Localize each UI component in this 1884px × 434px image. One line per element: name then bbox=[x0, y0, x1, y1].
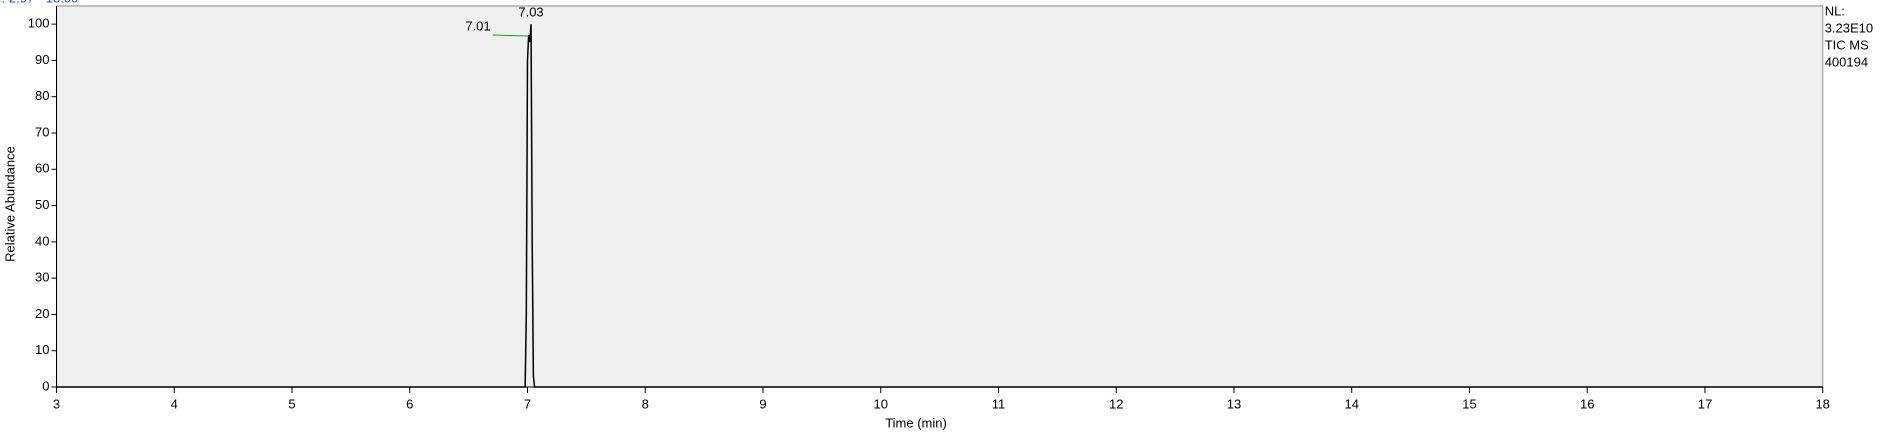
x-tick-label: 18 bbox=[1815, 396, 1829, 411]
peak-label: 7.01 bbox=[465, 18, 490, 33]
plot-area bbox=[56, 5, 1824, 388]
y-tick-label: 50 bbox=[35, 197, 49, 212]
trace bbox=[56, 24, 1823, 388]
x-tick-label: 13 bbox=[1227, 396, 1241, 411]
x-tick-label: 12 bbox=[1109, 396, 1123, 411]
x-tick-label: 10 bbox=[873, 396, 887, 411]
x-tick-label: 6 bbox=[406, 396, 413, 411]
y-tick-label: 20 bbox=[35, 306, 49, 321]
x-tick-label: 8 bbox=[642, 396, 649, 411]
x-axis-title: Time (min) bbox=[885, 415, 947, 430]
x-tick-label: 15 bbox=[1462, 396, 1476, 411]
info-line: NL: bbox=[1825, 3, 1845, 18]
y-tick-label: 10 bbox=[35, 342, 49, 357]
y-axis-title: Relative Abundance bbox=[2, 146, 17, 262]
y-tick-label: 60 bbox=[35, 161, 49, 176]
x-tick-label: 16 bbox=[1580, 396, 1594, 411]
x-tick-label: 11 bbox=[992, 396, 1006, 411]
peak-label: 7.03 bbox=[518, 5, 543, 20]
x-tick-label: 7 bbox=[524, 396, 531, 411]
y-tick-label: 40 bbox=[35, 233, 49, 248]
y-tick-label: 0 bbox=[42, 378, 49, 393]
y-tick-label: 100 bbox=[28, 16, 50, 31]
info-line: 3.23E10 bbox=[1825, 20, 1873, 35]
x-tick-label: 5 bbox=[288, 396, 295, 411]
y-tick-label: 80 bbox=[35, 88, 49, 103]
x-tick-label: 9 bbox=[759, 396, 766, 411]
peak-leader bbox=[492, 34, 529, 37]
info-line: 400194 bbox=[1825, 54, 1868, 69]
x-tick-label: 14 bbox=[1344, 396, 1358, 411]
info-line: TIC MS bbox=[1825, 37, 1869, 52]
y-tick-label: 70 bbox=[35, 124, 49, 139]
x-tick-label: 3 bbox=[53, 396, 60, 411]
y-tick-label: 90 bbox=[35, 52, 49, 67]
range-label: RT: 2.97 - 18.00 bbox=[0, 0, 78, 5]
x-tick-label: 4 bbox=[171, 396, 178, 411]
y-tick-label: 30 bbox=[35, 270, 49, 285]
x-tick-label: 17 bbox=[1698, 396, 1712, 411]
